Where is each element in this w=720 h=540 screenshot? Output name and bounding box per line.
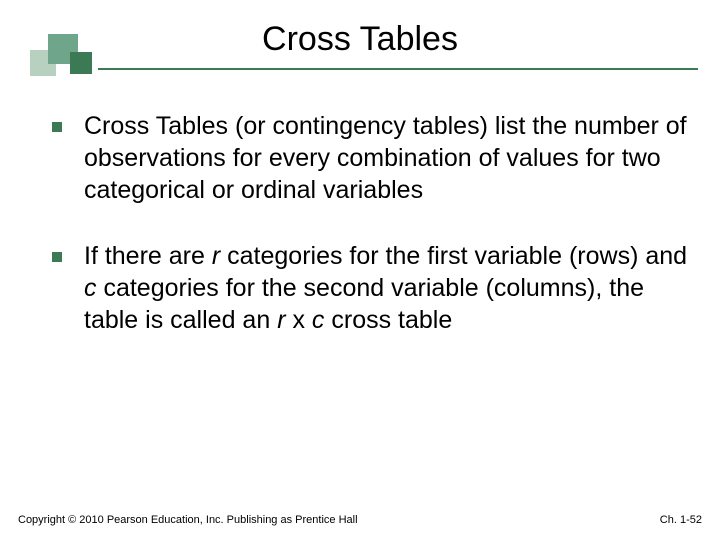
italic-run: r [212,242,220,270]
square-bullet-icon [52,252,62,262]
page-number: Ch. 1-52 [660,514,702,526]
italic-run: r [277,306,285,334]
title-rule [98,68,698,70]
square-bullet-icon [52,122,62,132]
copyright-text: Copyright © 2010 Pearson Education, Inc.… [18,514,358,526]
footer: Copyright © 2010 Pearson Education, Inc.… [18,514,702,526]
decor-square [70,52,92,74]
title-area: Cross Tables [0,0,720,92]
title-decor-icon [30,28,98,76]
bullet-text: Cross Tables (or contingency tables) lis… [84,110,690,206]
italic-run: c [312,306,325,334]
slide: Cross Tables Cross Tables (or contingenc… [0,0,720,540]
text-run: x [286,306,312,334]
text-run: Cross Tables (or contingency tables) lis… [84,112,687,204]
text-run: If there are [84,242,212,270]
text-run: categories for the first variable (rows)… [220,242,687,270]
bullet-item: If there are r categories for the first … [52,240,690,336]
bullet-text: If there are r categories for the first … [84,240,690,336]
text-run: cross table [324,306,452,334]
page-title: Cross Tables [0,18,720,59]
italic-run: c [84,274,97,302]
bullet-item: Cross Tables (or contingency tables) lis… [52,110,690,206]
content-area: Cross Tables (or contingency tables) lis… [52,110,690,370]
